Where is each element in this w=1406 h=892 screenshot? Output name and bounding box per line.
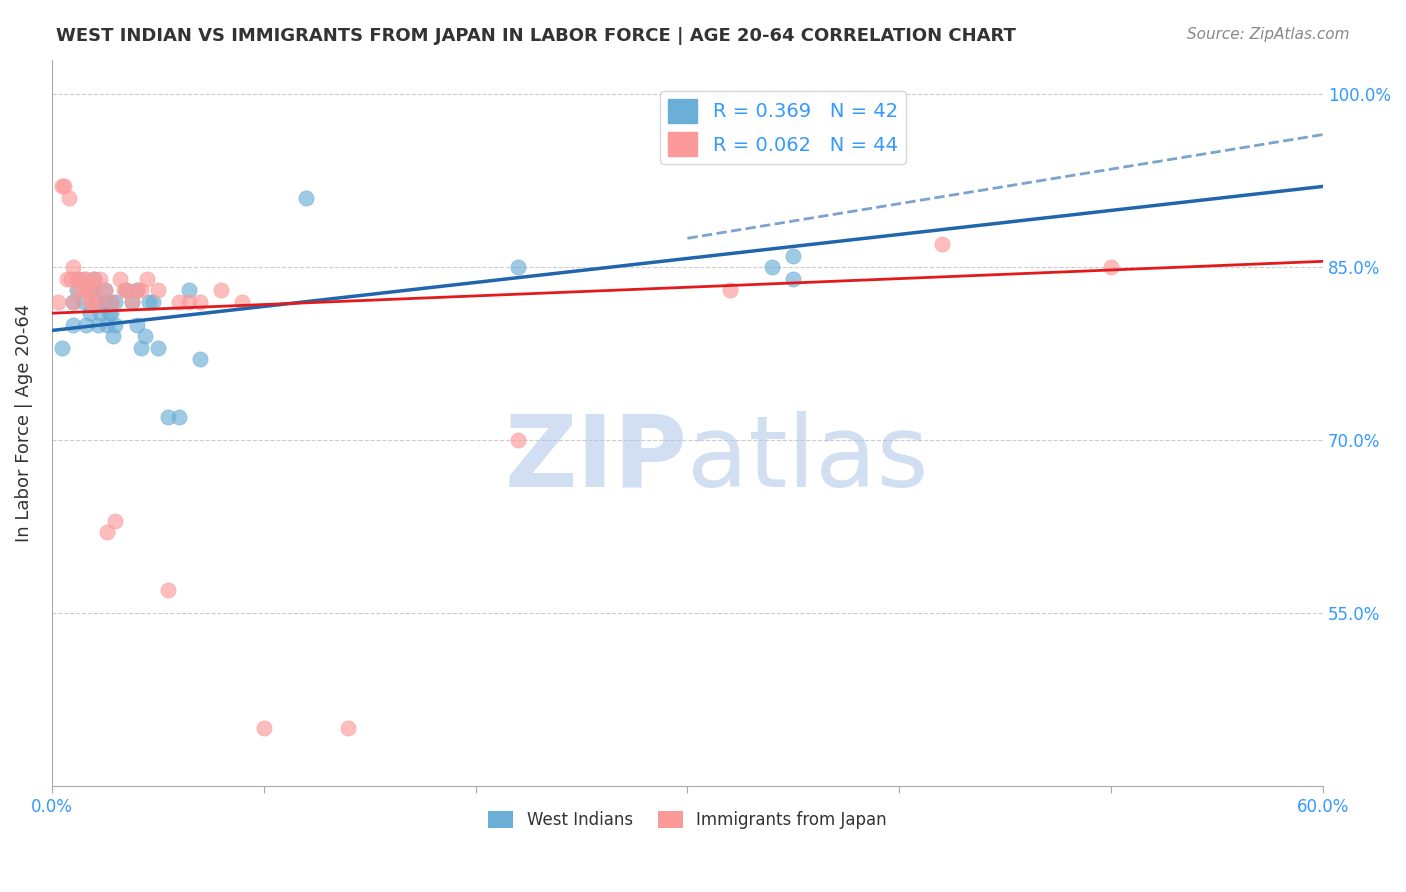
Point [62,294,84,309]
Point [115,283,138,297]
Point [79,294,101,309]
Point [188,352,211,367]
Text: WEST INDIAN VS IMMIGRANTS FROM JAPAN IN LABOR FORCE | AGE 20-64 CORRELATION CHAR: WEST INDIAN VS IMMIGRANTS FROM JAPAN IN … [56,27,1017,45]
Point [718,283,741,297]
Point [121,294,143,309]
Point [79,283,101,297]
Point [761,260,783,274]
Legend: West Indians, Immigrants from Japan: West Indians, Immigrants from Japan [482,804,893,836]
Point [83,283,105,297]
Point [83,283,105,297]
Point [80,294,103,309]
Point [89,306,111,320]
Point [157,582,180,597]
Point [100,294,122,309]
Point [66,271,89,285]
Point [93,283,115,297]
Point [67,283,90,297]
Point [96,318,118,332]
Point [75,318,97,332]
Point [87,294,110,309]
Point [62,294,84,309]
Point [115,283,138,297]
Point [134,329,156,343]
Point [66,283,89,297]
Point [55,271,77,285]
Point [138,294,160,309]
Point [72,294,94,309]
Point [506,433,529,447]
Y-axis label: In Labor Force | Age 20-64: In Labor Force | Age 20-64 [15,303,32,541]
Point [104,318,127,332]
Point [100,306,122,320]
Point [782,248,804,262]
Point [295,191,318,205]
Point [188,294,211,309]
Point [76,283,98,297]
Point [87,318,110,332]
Point [506,260,529,274]
Point [121,294,143,309]
Point [129,283,152,297]
Point [46,294,69,309]
Point [58,191,80,205]
Point [72,283,94,297]
Point [179,294,201,309]
Point [89,271,111,285]
Point [59,271,82,285]
Point [104,514,127,528]
Text: ZIP: ZIP [505,410,688,508]
Point [157,409,180,424]
Point [75,271,97,285]
Point [93,283,115,297]
Point [87,294,110,309]
Text: Source: ZipAtlas.com: Source: ZipAtlas.com [1187,27,1350,42]
Point [337,721,360,735]
Point [167,294,190,309]
Point [129,341,152,355]
Point [67,271,90,285]
Point [125,318,148,332]
Point [83,271,105,285]
Point [84,294,107,309]
Point [104,294,127,309]
Point [782,271,804,285]
Point [1099,260,1122,274]
Point [62,260,84,274]
Point [146,341,169,355]
Point [100,294,122,309]
Point [83,271,105,285]
Point [231,294,253,309]
Point [108,271,131,285]
Point [112,283,135,297]
Point [142,294,165,309]
Point [51,341,73,355]
Point [146,283,169,297]
Point [125,283,148,297]
Point [931,237,953,252]
Point [96,525,118,540]
Point [51,179,73,194]
Point [97,306,120,320]
Text: atlas: atlas [688,410,929,508]
Point [209,283,232,297]
Point [125,283,148,297]
Point [136,271,159,285]
Point [103,329,125,343]
Point [179,283,201,297]
Point [62,318,84,332]
Point [53,179,76,194]
Point [79,306,101,320]
Point [167,409,190,424]
Point [253,721,276,735]
Point [72,271,94,285]
Point [93,294,115,309]
